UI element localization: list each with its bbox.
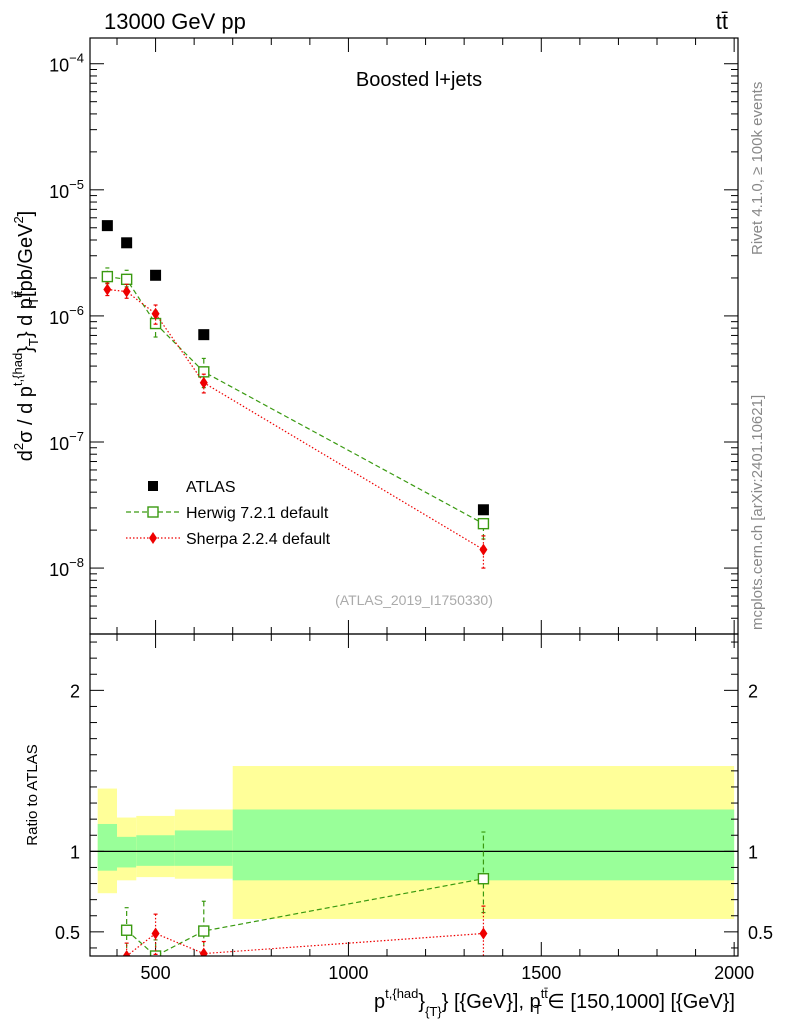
x-tick-label: 1000 xyxy=(328,963,368,983)
main-plot: 10−8 10−7 10−6 10−5 10−4 Boosted l+jets (ATL… xyxy=(49,37,739,635)
ratio-uncertainty-bands xyxy=(97,766,735,919)
x-tick-label: 2000 xyxy=(714,963,754,983)
header-energy-label: 13000 GeV pp xyxy=(104,9,246,34)
main-sherpa-point xyxy=(151,307,160,320)
legend-entry-atlas: ATLAS xyxy=(148,479,236,496)
ratio-band-green xyxy=(174,830,233,866)
ratio-plot-frame xyxy=(89,633,739,957)
legend-herwig-label: Herwig 7.2.1 default xyxy=(186,505,329,522)
main-herwig-point xyxy=(120,273,133,286)
analysis-watermark: (ATLAS_2019_I1750330) xyxy=(335,592,493,608)
ratio-herwig-line xyxy=(126,878,484,956)
legend-atlas-label: ATLAS xyxy=(186,479,236,496)
ratio-y-tick-label-left: 2 xyxy=(70,681,80,701)
main-y-tick-label: 10−6 xyxy=(49,303,84,328)
ratio-plot: 0.5 0.5 1 1 2 2 500 1000 1500 2000 xyxy=(55,633,773,983)
main-series-layer xyxy=(101,220,490,569)
main-y-axis-label: d2σ / d pt,{had}T} d ptt̄T[pb/GeV2] xyxy=(10,211,41,462)
legend-entry-herwig: Herwig 7.2.1 default xyxy=(126,505,329,522)
main-sherpa-point xyxy=(199,376,208,389)
main-sherpa-point xyxy=(103,283,112,296)
main-sherpa-point xyxy=(479,543,488,556)
legend-sherpa-label: Sherpa 2.2.4 default xyxy=(186,531,331,548)
ratio-y-tick-label-right: 2 xyxy=(748,681,758,701)
ratio-y-axis-label: Ratio to ATLAS xyxy=(24,744,41,845)
ratio-y-tick-label-right: 0.5 xyxy=(748,923,773,943)
ratio-y-tick-label-left: 0.5 xyxy=(55,923,80,943)
main-plot-title: Boosted l+jets xyxy=(356,69,482,91)
ratio-band-green xyxy=(136,835,175,866)
main-atlas-point xyxy=(101,220,113,232)
main-plot-area xyxy=(90,38,738,634)
main-herwig-point xyxy=(477,517,490,530)
main-y-tick-label: 10−7 xyxy=(49,429,84,454)
ratio-herwig-point xyxy=(120,924,133,936)
main-axis-ticks xyxy=(90,38,738,635)
ratio-herwig-point xyxy=(198,925,210,937)
ratio-band-green xyxy=(97,823,117,871)
main-sherpa-point xyxy=(122,285,131,298)
legend-herwig-marker xyxy=(147,506,159,518)
ratio-herwig-point xyxy=(477,873,490,885)
main-y-tick-labels: 10−8 10−7 10−6 10−5 10−4 xyxy=(49,51,84,580)
ratio-sherpa-point xyxy=(122,950,131,956)
main-atlas-point xyxy=(477,504,489,516)
x-tick-label: 500 xyxy=(141,963,171,983)
main-herwig-point xyxy=(101,270,114,283)
main-y-tick-label: 10−8 xyxy=(49,555,84,580)
x-axis-label: pt,{had}{T}} [{GeV}], ptt̄ T ∈ [150,1000]… xyxy=(374,986,735,1019)
ratio-band-green xyxy=(117,836,137,868)
ratio-series-layer xyxy=(120,831,490,956)
legend-atlas-marker xyxy=(148,481,158,491)
rivet-version-label: Rivet 4.1.0, ≥ 100k events xyxy=(749,82,766,255)
ratio-sherpa-point xyxy=(479,927,488,940)
ratio-sherpa-point xyxy=(151,927,160,940)
ratio-tick-labels: 0.5 0.5 1 1 2 2 500 1000 1500 2000 xyxy=(55,681,773,983)
ratio-y-tick-label-right: 1 xyxy=(748,842,758,862)
legend-sherpa-marker xyxy=(149,532,157,544)
legend-entry-sherpa: Sherpa 2.2.4 default xyxy=(126,531,331,548)
ratio-axis-ticks xyxy=(90,634,738,956)
ratio-sherpa-point xyxy=(199,947,208,956)
ratio-sherpa-line xyxy=(126,932,484,956)
main-y-tick-label: 10−4 xyxy=(49,51,84,76)
legend: ATLAS Herwig 7.2.1 default Sherpa 2.2.4 … xyxy=(126,479,331,548)
mcplots-source-label: mcplots.cern.ch [arXiv:2401.10621] xyxy=(749,395,766,630)
main-atlas-point xyxy=(121,237,133,249)
ratio-y-tick-label-left: 1 xyxy=(70,842,80,862)
main-y-tick-label: 10−5 xyxy=(49,177,84,202)
main-atlas-point xyxy=(150,269,162,281)
x-tick-label: 1500 xyxy=(521,963,561,983)
header-process-label: tt̄ xyxy=(716,9,728,34)
main-atlas-point xyxy=(198,329,210,341)
main-sherpa-line xyxy=(107,288,484,551)
